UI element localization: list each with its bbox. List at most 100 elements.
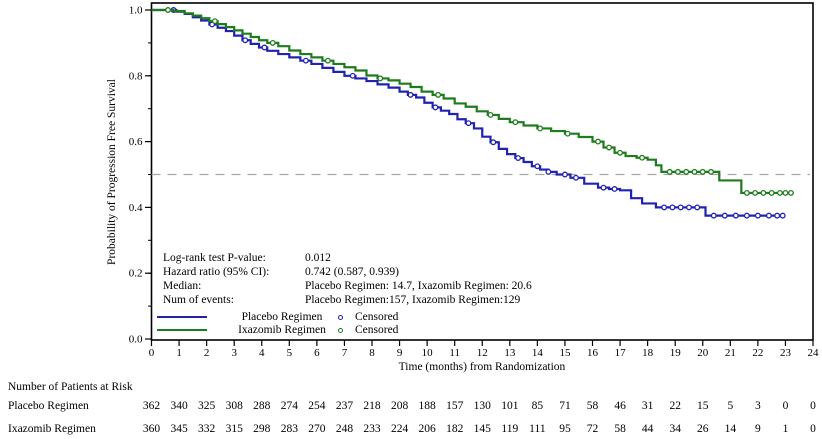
censor-mark (465, 120, 472, 127)
x-tick-label: 19 (670, 347, 682, 359)
censor-mark (691, 168, 698, 175)
censor-mark (617, 149, 624, 156)
censor-mark (269, 39, 276, 46)
risk-count: 248 (335, 423, 354, 435)
legend-label-ixazomib: Ixazomib Regimen (238, 324, 326, 336)
y-axis-title: Probability of Progression Free Survival (106, 79, 118, 265)
risk-count: 46 (614, 400, 626, 412)
x-tick-label: 9 (397, 347, 403, 359)
risk-count: 111 (529, 423, 546, 435)
risk-count: 72 (586, 423, 599, 435)
x-axis-title: Time (months) from Randomization (398, 361, 566, 373)
censor-mark (674, 168, 681, 175)
censor-mark (788, 189, 794, 196)
risk-count: 208 (390, 400, 409, 412)
risk-count: 1 (782, 423, 789, 435)
survival-curve-placebo (151, 8, 783, 217)
x-tick-label: 1 (176, 347, 182, 359)
risk-count: 85 (531, 400, 544, 412)
censor-mark (534, 163, 541, 170)
risk-count: 188 (418, 400, 436, 412)
risk-count: 237 (335, 400, 354, 412)
censor-mark (743, 212, 750, 219)
censor-mark (721, 212, 728, 219)
risk-count: 15 (697, 400, 709, 412)
censored-marker-icon-placebo (338, 315, 343, 320)
risk-row-label-ixazomib: Ixazomib Regimen (8, 423, 96, 435)
stat-label-events: Num of events: (163, 294, 234, 306)
censor-mark (211, 18, 218, 25)
x-tick-label: 6 (314, 347, 320, 359)
risk-count: 14 (724, 423, 737, 435)
risk-count: 119 (501, 423, 519, 435)
risk-count: 362 (142, 400, 161, 412)
risk-count: 26 (697, 423, 709, 435)
x-tick-label: 15 (559, 347, 571, 359)
risk-count: 58 (614, 423, 626, 435)
legend-label-placebo: Placebo Regimen (241, 311, 323, 323)
censor-mark (743, 189, 750, 196)
censor-mark (611, 186, 618, 192)
risk-count: 218 (363, 400, 381, 412)
x-tick-label: 0 (149, 347, 155, 359)
x-tick-label: 14 (532, 347, 544, 359)
censor-mark (324, 57, 331, 64)
risk-count: 308 (225, 400, 243, 412)
x-tick-label: 23 (780, 347, 792, 359)
risk-count: 71 (559, 400, 571, 412)
risk-count: 340 (170, 400, 188, 412)
x-tick-label: 17 (615, 347, 627, 359)
censor-mark (515, 155, 522, 161)
legend-label-censored-placebo: Censored (355, 311, 399, 323)
x-tick-label: 21 (725, 347, 736, 359)
risk-count: 34 (669, 423, 681, 435)
censor-mark (435, 91, 442, 98)
x-tick-label: 20 (697, 347, 709, 359)
stat-value-logrank: 0.012 (305, 252, 331, 264)
censor-mark (708, 168, 714, 175)
legend-line-ixazomib (157, 329, 207, 331)
stat-value-events: Placebo Regimen:157, Ixazomib Regimen:12… (305, 294, 521, 306)
x-tick-label: 11 (449, 347, 460, 359)
censor-mark (677, 204, 684, 211)
censor-mark (752, 189, 759, 196)
legend-label-censored-ixazomib: Censored (355, 324, 399, 336)
censor-mark (432, 104, 439, 111)
risk-count: 22 (669, 400, 681, 412)
risk-count: 130 (473, 400, 491, 412)
censor-mark (774, 212, 781, 219)
risk-count: 182 (446, 423, 464, 435)
censor-mark (302, 57, 309, 64)
censor-mark (669, 204, 676, 211)
risk-count: 332 (198, 423, 216, 435)
risk-count: 5 (727, 400, 734, 412)
x-tick-label: 3 (231, 347, 237, 359)
censor-mark (765, 212, 772, 219)
risk-count: 274 (280, 400, 298, 412)
censor-mark (710, 212, 717, 219)
censor-mark (699, 168, 706, 175)
x-tick-label: 13 (504, 347, 516, 359)
risk-count: 0 (810, 400, 816, 412)
censor-mark (600, 184, 607, 191)
x-tick-label: 8 (369, 347, 375, 359)
x-tick-label: 12 (477, 347, 488, 359)
risk-count: 101 (501, 400, 519, 412)
censor-mark (561, 171, 568, 178)
y-tick-label: 0.0 (129, 334, 143, 346)
y-tick-label: 0.6 (129, 136, 143, 148)
censor-mark (573, 174, 579, 181)
censor-mark (606, 144, 612, 151)
risk-count: 224 (390, 423, 409, 435)
y-tick-label: 0.2 (129, 268, 143, 280)
censor-mark (732, 212, 739, 219)
y-tick-label: 1.0 (129, 5, 143, 17)
risk-count: 58 (586, 400, 599, 412)
stat-value-median: Placebo Regimen: 14.7, Ixazomib Regimen:… (305, 280, 532, 292)
risk-count: 206 (418, 423, 436, 435)
censor-mark (639, 154, 646, 161)
censor-mark (694, 204, 701, 211)
risk-row-label-placebo: Placebo Regimen (8, 400, 89, 412)
x-tick-label: 18 (642, 347, 654, 359)
